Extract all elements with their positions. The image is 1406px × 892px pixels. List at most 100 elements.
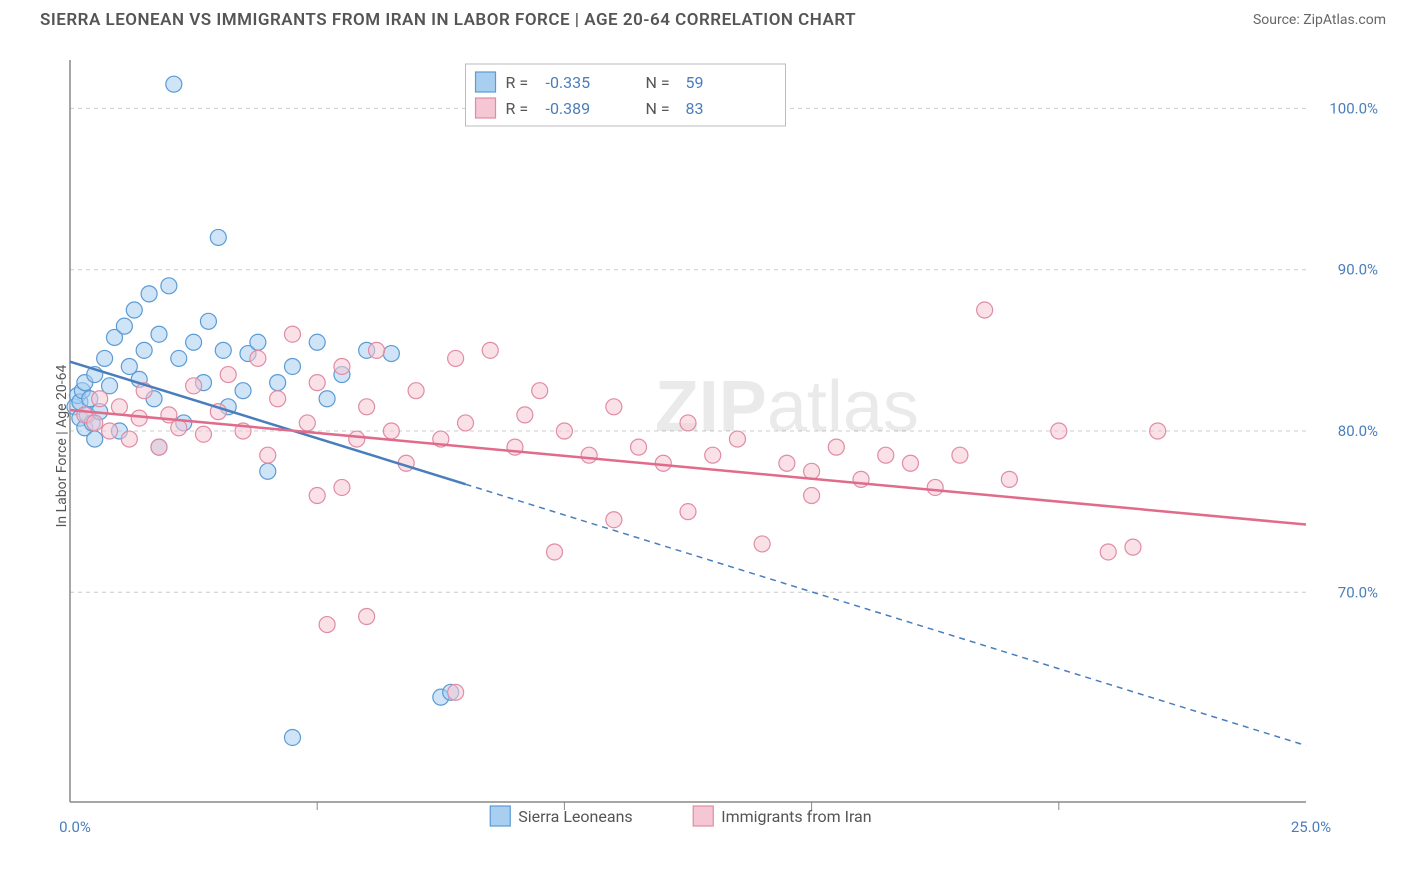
data-point <box>334 358 350 374</box>
data-point <box>220 367 236 383</box>
data-point <box>383 346 399 362</box>
data-point <box>1001 471 1017 487</box>
data-point <box>151 326 167 342</box>
data-point <box>606 399 622 415</box>
legend-n-value: 83 <box>686 99 704 118</box>
watermark: ZIPatlas <box>655 367 919 447</box>
data-point <box>779 455 795 471</box>
legend-series-label: Immigrants from Iran <box>721 807 871 826</box>
data-point <box>309 375 325 391</box>
data-point <box>284 326 300 342</box>
data-point <box>141 286 157 302</box>
data-point <box>87 415 103 431</box>
data-point <box>828 439 844 455</box>
data-point <box>161 278 177 294</box>
legend-r-value: -0.389 <box>546 99 591 118</box>
data-point <box>1150 423 1166 439</box>
data-point <box>458 415 474 431</box>
data-point <box>309 488 325 504</box>
data-point <box>111 399 127 415</box>
data-point <box>517 407 533 423</box>
data-point <box>151 439 167 455</box>
data-point <box>210 229 226 245</box>
data-point <box>186 334 202 350</box>
data-point <box>369 342 385 358</box>
legend-n-label: N = <box>646 99 670 118</box>
legend-r-label: R = <box>506 73 529 92</box>
data-point <box>250 334 266 350</box>
data-point <box>408 383 424 399</box>
data-point <box>260 447 276 463</box>
data-point <box>705 447 721 463</box>
data-point <box>556 423 572 439</box>
data-point <box>1051 423 1067 439</box>
data-point <box>1100 544 1116 560</box>
data-point <box>319 391 335 407</box>
y-tick-label: 80.0% <box>1338 422 1378 440</box>
data-point <box>547 544 563 560</box>
legend-n-value: 59 <box>686 73 704 92</box>
data-point <box>606 512 622 528</box>
data-point <box>754 536 770 552</box>
data-point <box>171 420 187 436</box>
source-attribution: Source: ZipAtlas.com <box>1253 12 1386 28</box>
legend-swatch <box>693 806 713 826</box>
data-point <box>448 684 464 700</box>
data-point <box>171 350 187 366</box>
data-point <box>319 617 335 633</box>
data-point <box>729 431 745 447</box>
x-tick-label: 25.0% <box>1291 818 1331 836</box>
y-tick-label: 70.0% <box>1338 583 1378 601</box>
data-point <box>927 479 943 495</box>
data-point <box>359 609 375 625</box>
data-point <box>334 479 350 495</box>
data-point <box>136 342 152 358</box>
legend-swatch <box>476 72 496 92</box>
data-point <box>680 415 696 431</box>
legend-n-label: N = <box>646 73 670 92</box>
y-tick-label: 100.0% <box>1329 99 1378 117</box>
data-point <box>804 463 820 479</box>
data-point <box>284 358 300 374</box>
data-point <box>186 378 202 394</box>
data-point <box>359 399 375 415</box>
data-point <box>804 488 820 504</box>
data-point <box>200 313 216 329</box>
data-point <box>97 350 113 366</box>
data-point <box>581 447 597 463</box>
chart-title: SIERRA LEONEAN VS IMMIGRANTS FROM IRAN I… <box>40 10 856 30</box>
data-point <box>448 350 464 366</box>
data-point <box>121 431 137 447</box>
trend-line-extended <box>466 484 1306 745</box>
legend-r-label: R = <box>506 99 529 118</box>
data-point <box>102 423 118 439</box>
plot-area: In Labor Force | Age 20-64 70.0% 80.0% 90.… <box>50 50 1386 842</box>
data-point <box>260 463 276 479</box>
data-point <box>532 383 548 399</box>
data-point <box>250 350 266 366</box>
data-point <box>878 447 894 463</box>
data-point <box>87 431 103 447</box>
data-point <box>284 729 300 745</box>
data-point <box>235 383 251 399</box>
data-point <box>482 342 498 358</box>
data-point <box>270 391 286 407</box>
y-axis-label: In Labor Force | Age 20-64 <box>54 365 70 528</box>
data-point <box>383 423 399 439</box>
data-point <box>902 455 918 471</box>
data-point <box>349 431 365 447</box>
data-point <box>309 334 325 350</box>
data-point <box>977 302 993 318</box>
scatter-chart: 70.0% 80.0% 90.0% 100.0% 0.0% 25.0% ZIPatlas R … <box>50 50 1386 842</box>
data-point <box>126 302 142 318</box>
legend-series-label: Sierra Leoneans <box>518 807 632 826</box>
data-point <box>270 375 286 391</box>
data-point <box>299 415 315 431</box>
y-tick-label: 90.0% <box>1338 261 1378 279</box>
data-point <box>215 342 231 358</box>
data-point <box>195 426 211 442</box>
data-point <box>631 439 647 455</box>
legend-swatch <box>490 806 510 826</box>
x-tick-label: 0.0% <box>59 818 91 836</box>
data-point <box>952 447 968 463</box>
